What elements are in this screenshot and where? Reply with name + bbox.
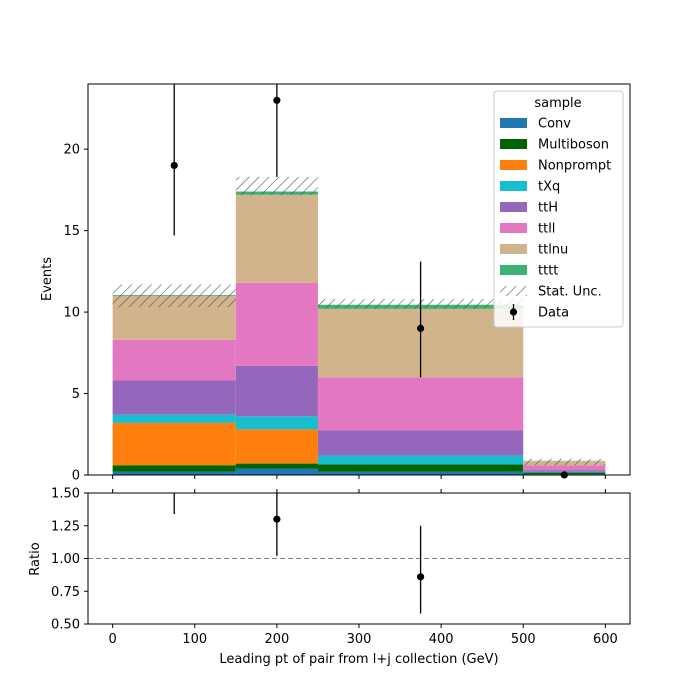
legend-swatch-tttt (500, 265, 527, 275)
legend-title: sample (534, 96, 581, 111)
legend: sample Conv Multiboson Nonprompt tXq ttH ttll… (493, 90, 624, 328)
bar-ttll-bin-2 (317, 377, 524, 431)
main-y-tick-label-0: 0 (72, 469, 80, 484)
legend-label-multiboson: Multiboson (538, 138, 609, 153)
ratio-x-tick-label-2: 200 (264, 632, 289, 647)
main-y-tick-label-4: 20 (63, 143, 80, 158)
main-plot: 0 5 10 15 20 Events sample Conv Multiboson Non… (40, 83, 631, 484)
legend-label-tttt: tttt (538, 264, 558, 279)
ratio-x-tick-label-4: 400 (429, 632, 454, 647)
legend-swatch-stat-unc (500, 286, 527, 296)
data-points (170, 84, 568, 479)
main-x-ticks (112, 475, 606, 479)
legend-swatch-txq (500, 181, 527, 191)
ratio-y-tick-label-2: 1.00 (51, 552, 80, 567)
stat-unc-band-bin-0 (112, 284, 236, 308)
bar-tth-bin-3 (523, 470, 606, 472)
bar-nonprompt-bin-1 (235, 429, 318, 464)
bar-tth-bin-1 (235, 365, 318, 417)
bar-tth-bin-0 (112, 380, 236, 415)
ratio-x-tick-label-3: 300 (347, 632, 372, 647)
ratio-points (173, 493, 425, 614)
bar-ttll-bin-1 (235, 282, 318, 366)
bar-txq-bin-2 (317, 455, 524, 465)
legend-label-ttlnu: ttlnu (538, 243, 568, 258)
bar-multiboson-bin-0 (112, 465, 236, 472)
legend-swatch-tth (500, 202, 527, 212)
ratio-x-ticks: 0 100 200 300 400 500 600 (108, 489, 618, 647)
ratio-y-tick-label-3: 1.25 (51, 519, 80, 534)
bar-conv-bin-1 (235, 468, 318, 475)
stat-unc-band-bin-3 (523, 458, 606, 466)
ratio-plot: 0 100 200 300 400 500 600 0.50 0.75 1.00 1.25 1.50… (28, 487, 631, 667)
ratio-y-tick-label-1: 0.75 (51, 585, 80, 600)
legend-label-txq: tXq (538, 180, 560, 195)
legend-swatch-multiboson (500, 139, 527, 149)
bar-txq-bin-0 (112, 414, 236, 423)
legend-swatch-ttll (500, 223, 527, 233)
bar-conv-bin-0 (112, 471, 236, 475)
ratio-y-axis-label: Ratio (28, 542, 43, 575)
data-point-0 (170, 161, 178, 170)
main-y-tick-label-1: 5 (72, 387, 80, 402)
main-y-axis-label: Events (40, 257, 55, 301)
legend-label-ttll: ttll (538, 222, 555, 237)
bar-ttlnu-bin-1 (235, 194, 318, 283)
bar-multiboson-bin-2 (317, 464, 524, 472)
ratio-y-tick-label-4: 1.50 (51, 487, 80, 502)
stat-unc-band-bin-1 (235, 176, 318, 195)
bar-tth-bin-2 (317, 430, 524, 456)
bar-nonprompt-bin-0 (112, 422, 236, 466)
bar-conv-bin-2 (317, 471, 524, 475)
legend-swatch-ttlnu (500, 244, 527, 254)
ratio-x-tick-label-0: 0 (108, 632, 116, 647)
legend-swatch-data (509, 308, 518, 316)
ratio-point-1 (273, 515, 281, 523)
x-axis-label: Leading pt of pair from l+j collection (… (219, 652, 498, 667)
legend-label-stat-unc-: Stat. Unc. (538, 285, 602, 300)
data-point-1 (273, 96, 281, 104)
bar-ttll-bin-0 (112, 339, 236, 381)
ratio-y-tick-label-0: 0.50 (51, 618, 80, 633)
data-point-2 (416, 324, 425, 332)
bar-multiboson-bin-1 (235, 463, 318, 469)
legend-items: Conv Multiboson Nonprompt tXq ttH ttll ttlnu tt… (500, 117, 611, 321)
ratio-x-tick-label-5: 500 (511, 632, 536, 647)
legend-label-tth: ttH (538, 201, 558, 216)
main-y-tick-label-2: 10 (63, 306, 80, 321)
ratio-x-tick-label-6: 600 (593, 632, 618, 647)
ratio-point-2 (416, 573, 425, 581)
legend-label-nonprompt: Nonprompt (538, 159, 611, 174)
legend-label-data: Data (538, 306, 569, 321)
ratio-y-ticks: 0.50 0.75 1.00 1.25 1.50 (51, 487, 88, 633)
main-y-ticks: 0 5 10 15 20 (63, 143, 88, 484)
bar-ttll-bin-3 (523, 465, 606, 471)
main-y-tick-label-3: 15 (63, 224, 80, 239)
ratio-x-tick-label-1: 100 (182, 632, 207, 647)
legend-swatch-nonprompt (500, 160, 527, 170)
legend-label-conv: Conv (538, 117, 571, 132)
legend-swatch-conv (500, 118, 527, 128)
bar-txq-bin-1 (235, 416, 318, 430)
